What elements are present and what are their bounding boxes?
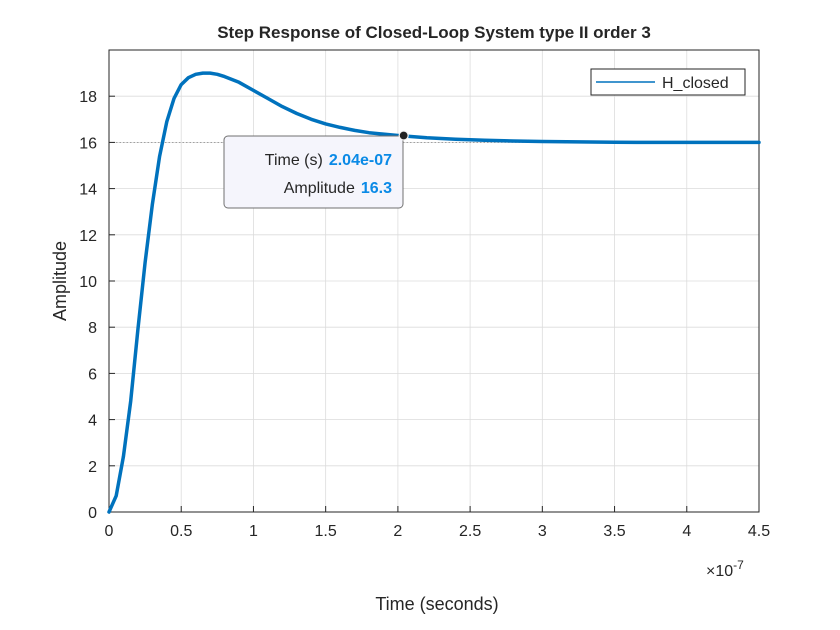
y-tick-label: 12 xyxy=(79,228,97,245)
x-tick-label: 3.5 xyxy=(603,523,625,540)
y-tick-label: 2 xyxy=(88,459,97,476)
y-tick-label: 8 xyxy=(88,320,97,337)
x-tick-label: 4.5 xyxy=(748,523,770,540)
y-axis-label: Amplitude xyxy=(50,241,70,321)
y-axis-ticks: 0 2 4 6 8 10 12 14 16 18 xyxy=(79,89,115,522)
y-tick-label: 18 xyxy=(79,89,97,106)
y-tick-label: 6 xyxy=(88,366,97,383)
x-tick-label: 2.5 xyxy=(459,523,481,540)
x-axis-label: Time (seconds) xyxy=(375,594,498,614)
datatip[interactable]: Time (s) 2.04e-07 Amplitude 16.3 xyxy=(223,130,409,209)
legend[interactable]: H_closed xyxy=(590,68,746,96)
grid xyxy=(109,50,759,512)
datatip-time-row: Time (s) 2.04e-07 xyxy=(265,152,392,169)
x-tick-label: 0.5 xyxy=(170,523,192,540)
datatip-amplitude-row: Amplitude 16.3 xyxy=(284,180,392,197)
legend-entry-h-closed: H_closed xyxy=(662,75,729,92)
y-tick-label: 14 xyxy=(79,182,97,199)
x-axis-ticks: 0 0.5 1 1.5 2 2.5 3 3.5 4 4.5 xyxy=(105,506,770,540)
chart-title: Step Response of Closed-Loop System type… xyxy=(217,23,651,42)
x-tick-label: 1 xyxy=(249,523,258,540)
y-tick-label: 4 xyxy=(88,413,97,430)
x-tick-label: 3 xyxy=(538,523,547,540)
x-tick-label: 0 xyxy=(105,523,114,540)
x-tick-label: 2 xyxy=(393,523,402,540)
series-line-h-closed xyxy=(107,71,761,514)
datatip-box xyxy=(223,135,404,209)
datatip-marker[interactable] xyxy=(398,130,409,141)
x-tick-label: 4 xyxy=(682,523,691,540)
x-axis-exponent: ×10-7 xyxy=(706,558,744,580)
y-tick-label: 16 xyxy=(79,135,97,152)
y-tick-label: 10 xyxy=(79,274,97,291)
x-tick-label: 1.5 xyxy=(315,523,337,540)
y-tick-label: 0 xyxy=(88,505,97,522)
